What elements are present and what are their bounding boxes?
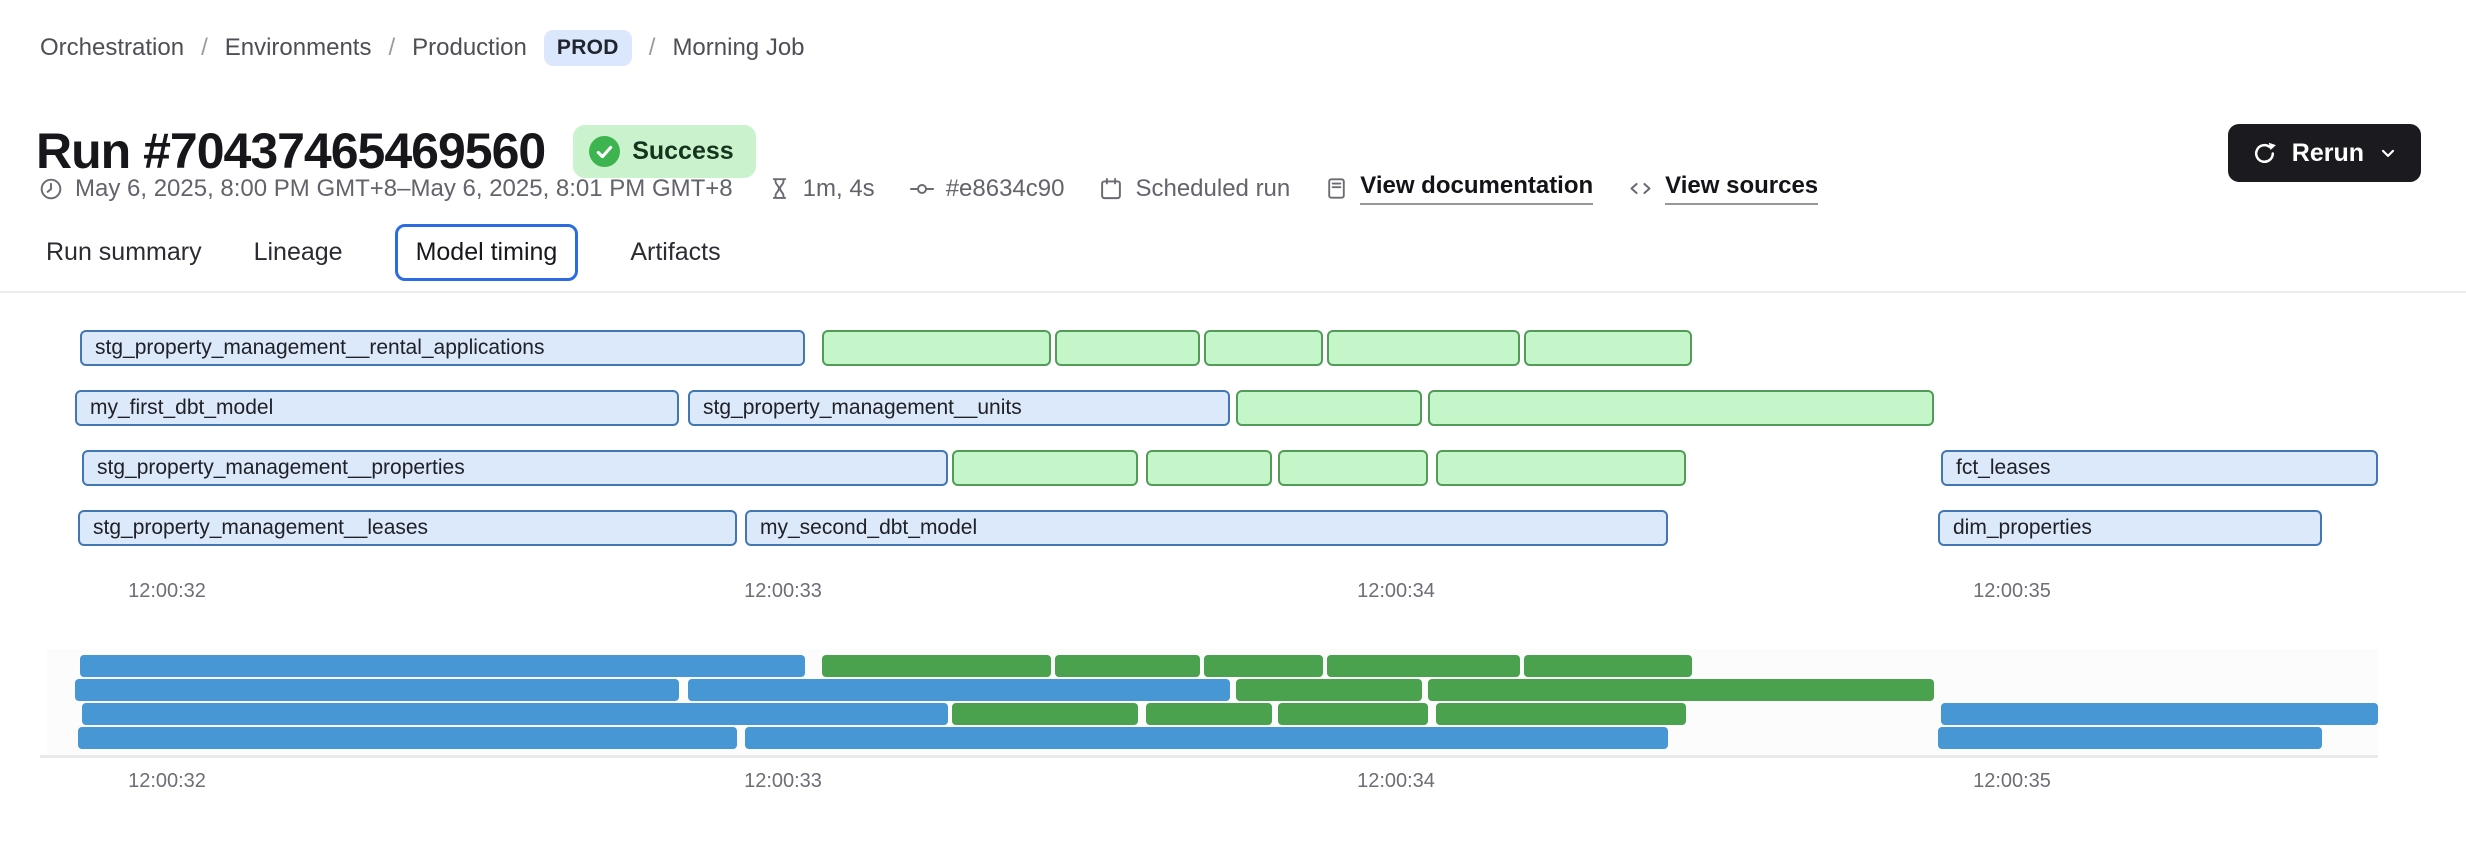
minimap-bar-my_second_dbt_model [745, 727, 1668, 749]
page-title: Run #70437465469560 [36, 123, 546, 179]
breadcrumb-current-job: Morning Job [672, 34, 805, 61]
minimap-bar-my_first_dbt_model [75, 679, 679, 701]
gantt-bar-stg_property_management__units[interactable]: stg_property_management__units [688, 390, 1230, 426]
document-icon [1328, 178, 1345, 199]
duration-text: 1m, 4s [802, 174, 875, 202]
minimap-bar-stg_property_management__properties [82, 703, 948, 725]
gantt-bar-my_first_dbt_model[interactable]: my_first_dbt_model [75, 390, 679, 426]
gantt-bar[interactable] [1204, 330, 1323, 366]
axis-tick-label: 12:00:33 [744, 770, 822, 792]
gantt-bar[interactable] [1146, 450, 1272, 486]
gantt-bar[interactable] [1055, 330, 1200, 366]
gantt-bar[interactable] [1236, 390, 1422, 426]
axis-tick-label: 12:00:32 [128, 580, 206, 602]
rerun-button[interactable]: Rerun [2227, 124, 2421, 182]
minimap-bar [1055, 655, 1200, 677]
axis-tick-label: 12:00:35 [1973, 770, 2051, 792]
gantt-bar-fct_leases[interactable]: fct_leases [1941, 450, 2378, 486]
minimap-bar-stg_property_management__rental_applications [80, 655, 805, 677]
breadcrumb-environments[interactable]: Environments [224, 34, 372, 61]
run-time-range: May 6, 2025, 8:00 PM GMT+8–May 6, 2025, … [38, 175, 733, 203]
status-badge: Success [573, 124, 756, 178]
tab-run-summary[interactable]: Run summary [46, 238, 202, 266]
tab-model-timing[interactable]: Model timing [394, 224, 579, 281]
gantt-bar[interactable] [1428, 390, 1934, 426]
minimap-bar-dim_properties [1938, 727, 2322, 749]
minimap-bar [1278, 703, 1428, 725]
gantt-bar-stg_property_management__rental_applications[interactable]: stg_property_management__rental_applicat… [80, 330, 805, 366]
minimap-bar-fct_leases [1941, 703, 2378, 725]
gantt-bar[interactable] [1524, 330, 1692, 366]
minimap-bar [1146, 703, 1272, 725]
minimap-bar-stg_property_management__leases [78, 727, 737, 749]
minimap-bar [1327, 655, 1520, 677]
time-range-text: May 6, 2025, 8:00 PM GMT+8–May 6, 2025, … [75, 174, 733, 202]
run-trigger: Scheduled run [1098, 175, 1290, 203]
minimap-bar [822, 655, 1051, 677]
run-tabs: Run summary Lineage Model timing Artifac… [46, 224, 721, 281]
axis-tick-label: 12:00:35 [1973, 580, 2051, 602]
view-documentation[interactable]: View documentation [1324, 172, 1594, 205]
minimap-bar [952, 703, 1138, 725]
status-label: Success [632, 136, 734, 165]
minimap-bar [1428, 679, 1934, 701]
refresh-icon [2254, 142, 2276, 163]
gantt-bar-stg_property_management__leases[interactable]: stg_property_management__leases [78, 510, 737, 546]
tabs-divider [0, 291, 2466, 293]
gantt-bar[interactable] [1278, 450, 1428, 486]
minimap-divider [40, 755, 2378, 758]
view-documentation-link[interactable]: View documentation [1360, 172, 1594, 205]
run-header: Run #70437465469560 Success [36, 122, 756, 180]
axis-tick-label: 12:00:34 [1357, 580, 1435, 602]
check-icon [589, 135, 621, 167]
run-type-text: Scheduled run [1135, 174, 1291, 202]
run-meta-row: May 6, 2025, 8:00 PM GMT+8–May 6, 2025, … [38, 172, 1819, 205]
minimap-bar [1524, 655, 1692, 677]
run-duration: 1m, 4s [767, 175, 875, 203]
calendar-icon [1101, 177, 1122, 199]
breadcrumb-separator: / [388, 34, 396, 61]
breadcrumb: Orchestration / Environments / Productio… [40, 30, 805, 66]
gantt-bar[interactable] [952, 450, 1138, 486]
gantt-bar-dim_properties[interactable]: dim_properties [1938, 510, 2322, 546]
breadcrumb-orchestration[interactable]: Orchestration [40, 34, 185, 61]
run-commit: #e8634c90 [909, 174, 1065, 203]
minimap-bar-stg_property_management__units [688, 679, 1230, 701]
minimap-bar [1236, 679, 1422, 701]
commit-hash-text: #e8634c90 [945, 174, 1065, 202]
clock-icon [40, 178, 62, 199]
rerun-label: Rerun [2291, 138, 2364, 167]
prod-environment-badge: PROD [543, 30, 632, 66]
gantt-bar-stg_property_management__properties[interactable]: stg_property_management__properties [82, 450, 948, 486]
tab-artifacts[interactable]: Artifacts [630, 238, 721, 266]
minimap-bar [1436, 703, 1686, 725]
tab-lineage[interactable]: Lineage [253, 238, 343, 266]
gantt-bar[interactable] [822, 330, 1051, 366]
view-sources[interactable]: View sources [1627, 172, 1819, 205]
axis-tick-label: 12:00:34 [1357, 770, 1435, 792]
commit-icon [909, 183, 934, 194]
view-sources-link[interactable]: View sources [1665, 172, 1819, 205]
axis-tick-label: 12:00:33 [744, 580, 822, 602]
hourglass-icon [772, 178, 786, 199]
gantt-bar[interactable] [1327, 330, 1520, 366]
chevron-down-icon [2381, 149, 2395, 157]
breadcrumb-separator: / [201, 34, 208, 61]
gantt-bar-my_second_dbt_model[interactable]: my_second_dbt_model [745, 510, 1668, 546]
breadcrumb-production[interactable]: Production [412, 34, 527, 61]
gantt-bar[interactable] [1436, 450, 1686, 486]
axis-tick-label: 12:00:32 [128, 770, 206, 792]
minimap-bar [1204, 655, 1323, 677]
breadcrumb-separator: / [648, 34, 656, 61]
code-icon [1630, 182, 1651, 195]
